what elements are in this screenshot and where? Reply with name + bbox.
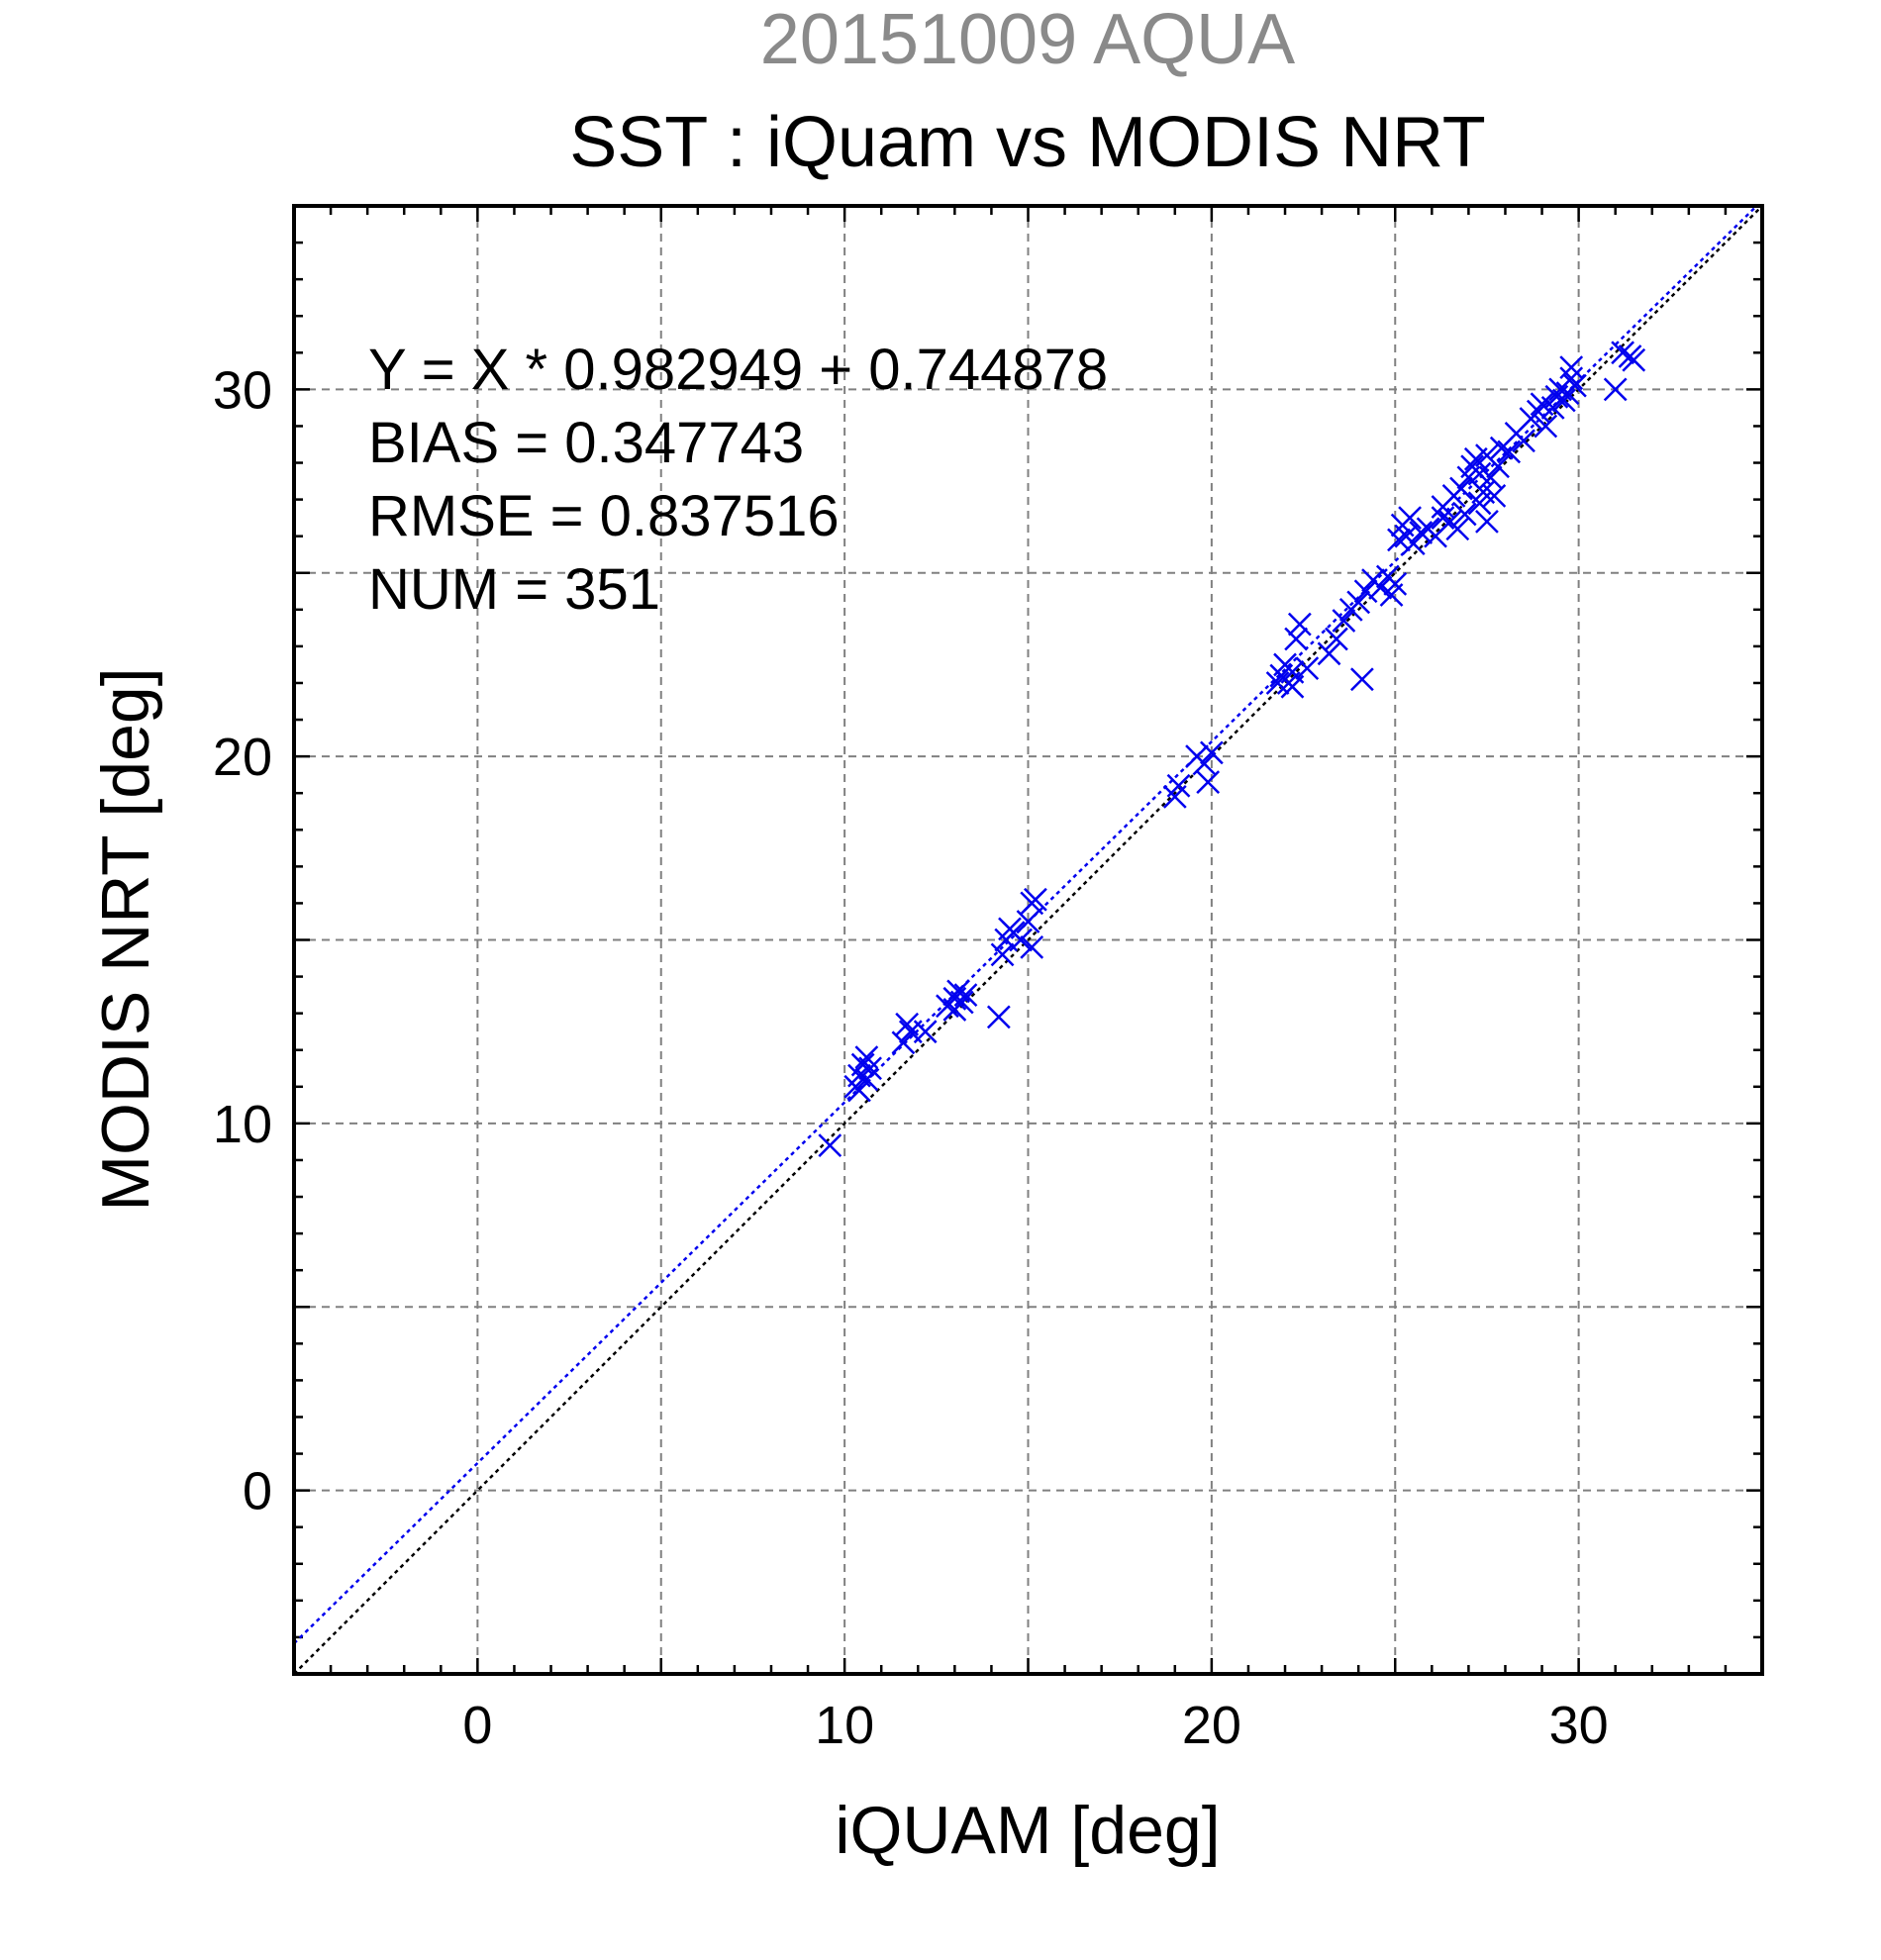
- data-point: [1332, 609, 1356, 633]
- y-tick-label: 30: [213, 360, 272, 420]
- data-point: [1192, 751, 1217, 776]
- data-point: [850, 1052, 875, 1077]
- data-point: [1387, 528, 1411, 552]
- data-point: [1383, 571, 1408, 596]
- data-point: [1166, 773, 1191, 798]
- data-point: [1409, 521, 1434, 544]
- data-point: [1431, 506, 1455, 531]
- data-point: [1478, 465, 1503, 490]
- data-point: [1284, 627, 1309, 651]
- stats-line: BIAS = 0.347743: [368, 411, 804, 475]
- data-point: [1295, 656, 1320, 681]
- data-point: [1325, 627, 1348, 651]
- data-point: [1009, 928, 1033, 952]
- data-point: [1452, 502, 1477, 527]
- data-point: [1445, 517, 1470, 541]
- stats-line: RMSE = 0.837516: [368, 484, 840, 548]
- data-point: [891, 1030, 916, 1055]
- data-point: [1024, 887, 1047, 912]
- data-point: [913, 1020, 938, 1044]
- x-axis-label: iQUAM [deg]: [835, 1793, 1220, 1868]
- y-tick-labels: 0 10 20 30: [213, 360, 272, 1520]
- grid-lines: [294, 206, 1762, 1674]
- data-point: [949, 990, 974, 1015]
- y-tick-label: 0: [243, 1462, 272, 1521]
- data-point: [1622, 347, 1646, 372]
- data-point: [1349, 667, 1374, 692]
- x-tick-label: 0: [462, 1696, 492, 1755]
- data-point: [1199, 740, 1224, 765]
- chart-title: SST : iQuam vs MODIS NRT: [569, 103, 1486, 182]
- x-tick-label: 30: [1549, 1696, 1609, 1755]
- data-point: [1280, 674, 1305, 699]
- data-point: [1353, 579, 1378, 604]
- data-point: [1512, 429, 1535, 453]
- data-point: [1486, 454, 1510, 479]
- data-point: [1475, 509, 1499, 534]
- data-point: [854, 1067, 879, 1092]
- data-point: [1368, 575, 1393, 600]
- y-tick-label: 20: [213, 728, 272, 787]
- stats-box: Y = X * 0.982949 + 0.744878 BIAS = 0.3477…: [368, 338, 1108, 622]
- y-tick-label: 10: [213, 1095, 272, 1154]
- stats-line: Y = X * 0.982949 + 0.744878: [368, 338, 1108, 402]
- data-point: [847, 1078, 871, 1103]
- data-point: [1287, 612, 1312, 637]
- identity-line: [293, 205, 1763, 1675]
- data-point: [1467, 491, 1492, 516]
- plot-frame: [292, 204, 1764, 1676]
- data-point: [1534, 414, 1558, 439]
- chart-suptitle: 20151009 AQUA: [760, 0, 1295, 79]
- data-point: [1603, 377, 1628, 402]
- data-point: [990, 942, 1015, 967]
- data-point: [1526, 399, 1550, 424]
- data-point: [1317, 641, 1341, 666]
- data-point: [1482, 484, 1507, 508]
- data-point: [1611, 341, 1634, 365]
- x-tick-labels: 0 10 20 30: [462, 1696, 1608, 1755]
- data-point: [1551, 388, 1576, 413]
- stats-line: NUM = 351: [368, 557, 660, 622]
- data-point: [1449, 476, 1473, 501]
- data-point: [1563, 373, 1587, 398]
- data-points: [818, 341, 1646, 1158]
- data-point: [1346, 590, 1371, 615]
- data-point: [1559, 355, 1584, 380]
- data-point: [1265, 671, 1290, 695]
- x-tick-label: 20: [1182, 1696, 1241, 1755]
- data-point: [1020, 935, 1044, 959]
- y-axis-label: MODIS NRT [deg]: [88, 667, 163, 1211]
- data-point: [818, 1133, 842, 1158]
- x-tick-label: 10: [815, 1696, 874, 1755]
- data-point: [953, 983, 978, 1007]
- data-point: [1497, 440, 1522, 464]
- data-point: [1559, 366, 1584, 391]
- data-point: [895, 1012, 920, 1036]
- data-point: [1016, 910, 1040, 933]
- data-point: [1398, 506, 1422, 531]
- data-point: [986, 1005, 1011, 1029]
- data-point: [1196, 770, 1221, 794]
